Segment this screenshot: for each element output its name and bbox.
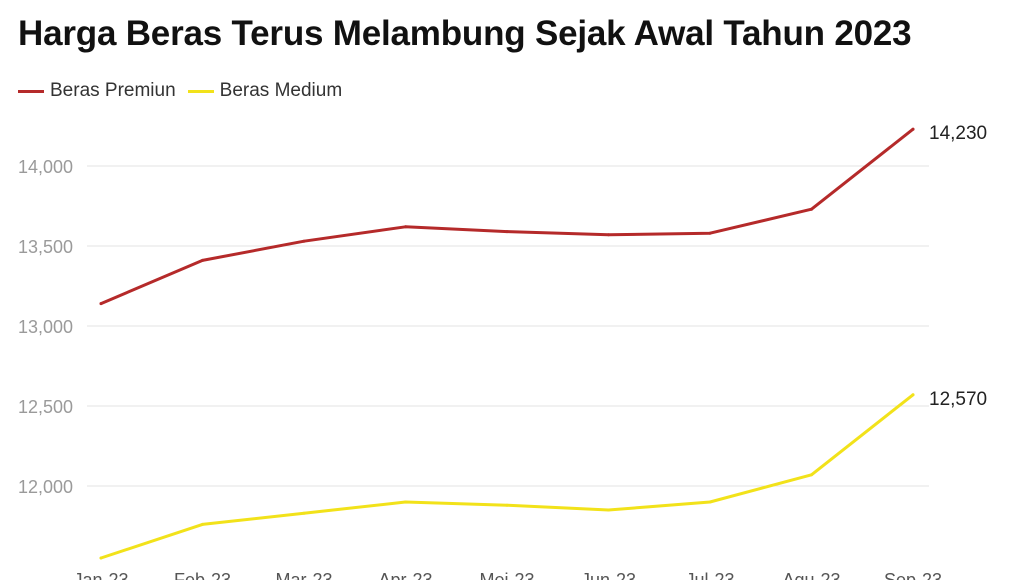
legend-label-medium: Beras Medium xyxy=(219,80,343,101)
series-line-1 xyxy=(99,393,915,560)
data-point xyxy=(505,503,509,507)
data-point xyxy=(911,127,915,131)
data-point xyxy=(607,508,610,512)
data-point xyxy=(607,233,610,237)
data-point xyxy=(201,258,204,262)
legend: Beras Premiun Beras Medium xyxy=(18,80,354,102)
data-point xyxy=(404,225,407,229)
y-tick-label: 14,000 xyxy=(18,157,73,177)
legend-swatch-medium xyxy=(187,89,214,93)
x-tick-label: Mei-23 xyxy=(479,570,534,580)
x-tick-label: Jun-23 xyxy=(581,570,636,580)
data-point xyxy=(302,239,306,243)
series-line-0 xyxy=(99,127,915,306)
y-tick-label: 13,500 xyxy=(18,237,73,257)
y-tick-label: 12,500 xyxy=(18,397,73,417)
data-point xyxy=(302,511,306,515)
data-point xyxy=(99,556,103,560)
x-tick-label: Sep-23 xyxy=(884,570,942,580)
x-tick-label: Apr-23 xyxy=(378,570,432,580)
x-tick-label: Feb-23 xyxy=(174,570,231,580)
data-point xyxy=(404,500,407,504)
data-point xyxy=(201,522,204,526)
chart-title: Harga Beras Terus Melambung Sejak Awal T… xyxy=(18,14,912,53)
x-tick-label: Jan-23 xyxy=(73,570,128,580)
data-label-end: 14,230 xyxy=(929,123,987,144)
x-tick-label: Agu-23 xyxy=(782,570,840,580)
data-point xyxy=(911,393,915,397)
data-point xyxy=(708,500,712,504)
legend-label-premium: Beras Premiun xyxy=(50,80,176,101)
y-tick-label: 13,000 xyxy=(18,317,73,337)
data-point xyxy=(810,207,813,211)
legend-item-premium: Beras Premiun xyxy=(18,80,176,102)
data-point xyxy=(99,302,103,306)
data-point xyxy=(810,473,813,477)
legend-swatch-premium xyxy=(18,89,44,93)
legend-item-medium: Beras Medium xyxy=(187,80,343,102)
x-tick-label: Jul-23 xyxy=(685,570,734,580)
data-point xyxy=(708,231,712,235)
y-tick-label: 12,000 xyxy=(18,477,73,497)
data-point xyxy=(505,230,509,234)
x-tick-label: Mar-23 xyxy=(275,570,332,580)
data-label-end: 12,570 xyxy=(929,389,987,410)
